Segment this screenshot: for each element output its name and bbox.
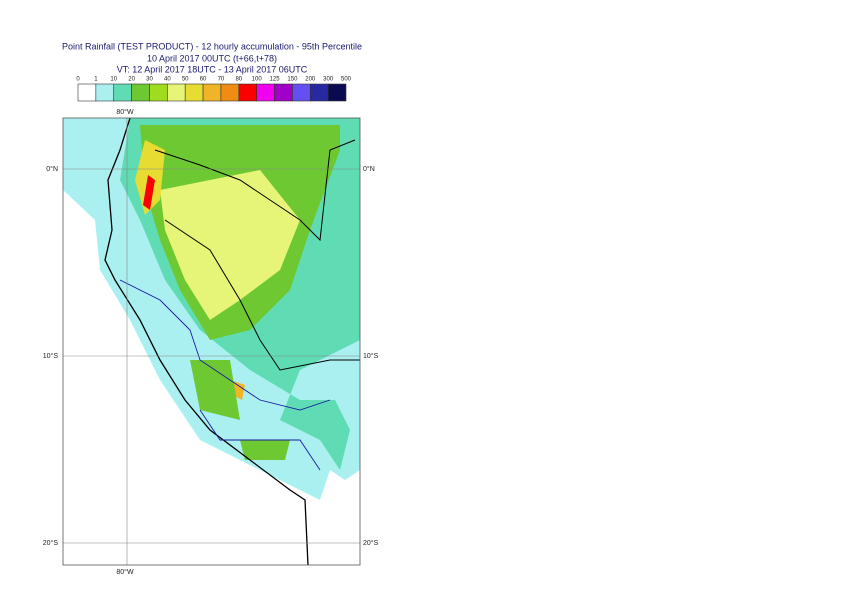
lat-label: 10°S: [43, 352, 59, 360]
legend-swatch: [95, 83, 115, 102]
legend-swatch: [113, 83, 132, 102]
legend-swatch: [131, 83, 150, 102]
legend-tick-label: 200: [305, 77, 316, 83]
legend-swatch: [292, 83, 311, 102]
legend-swatch: [256, 83, 275, 102]
rainfall-field: [63, 118, 360, 565]
legend-tick-label: 70: [218, 77, 225, 83]
legend-swatch: [220, 83, 240, 102]
legend: 0 1 10 20 30 40 50 60 70 80 100 125 150 200 300 500: [76, 77, 352, 102]
legend-swatch: [149, 83, 168, 102]
lat-label: 0°N: [363, 165, 375, 173]
legend-swatch: [327, 83, 347, 102]
legend-tick-label: 40: [164, 77, 171, 83]
legend-swatch: [274, 83, 293, 102]
base-time: 10 April 2017 00UTC (t+66,t+78): [147, 53, 277, 63]
boundaries: [104, 118, 360, 565]
legend-tick-label: 100: [252, 77, 263, 83]
lon-label: 80°W: [116, 568, 134, 576]
valid-time: VT: 12 April 2017 18UTC - 13 April 2017 …: [117, 64, 308, 74]
map-frame: [62, 117, 361, 566]
legend-tick-label: 0: [76, 77, 80, 83]
legend-swatch: [167, 83, 186, 102]
lon-label: 80°W: [116, 108, 134, 116]
legend-tick-label: 20: [128, 77, 135, 83]
legend-tick-label: 60: [200, 77, 207, 83]
legend-swatch: [309, 83, 329, 102]
lat-label: 0°N: [46, 165, 58, 173]
lat-label: 20°S: [363, 539, 379, 547]
legend-tick-label: 50: [182, 77, 189, 83]
legend-tick-label: 10: [110, 77, 117, 83]
legend-tick-label: 150: [287, 77, 298, 83]
graticule: [63, 118, 360, 565]
legend-tick-label: 125: [270, 77, 281, 83]
lat-label: 20°S: [43, 539, 59, 547]
legend-tick-label: 500: [341, 77, 352, 83]
legend-swatch: [202, 83, 222, 102]
lat-label: 10°S: [363, 352, 379, 360]
legend-tick-label: 30: [146, 77, 153, 83]
legend-tick-label: 300: [323, 77, 334, 83]
legend-tick-label: 1: [94, 77, 98, 83]
legend-swatch: [238, 83, 257, 102]
title: Point Rainfall (TEST PRODUCT) - 12 hourl…: [62, 41, 362, 51]
legend-tick-label: 80: [235, 77, 242, 83]
legend-swatch: [77, 83, 97, 102]
legend-swatch: [184, 83, 204, 102]
